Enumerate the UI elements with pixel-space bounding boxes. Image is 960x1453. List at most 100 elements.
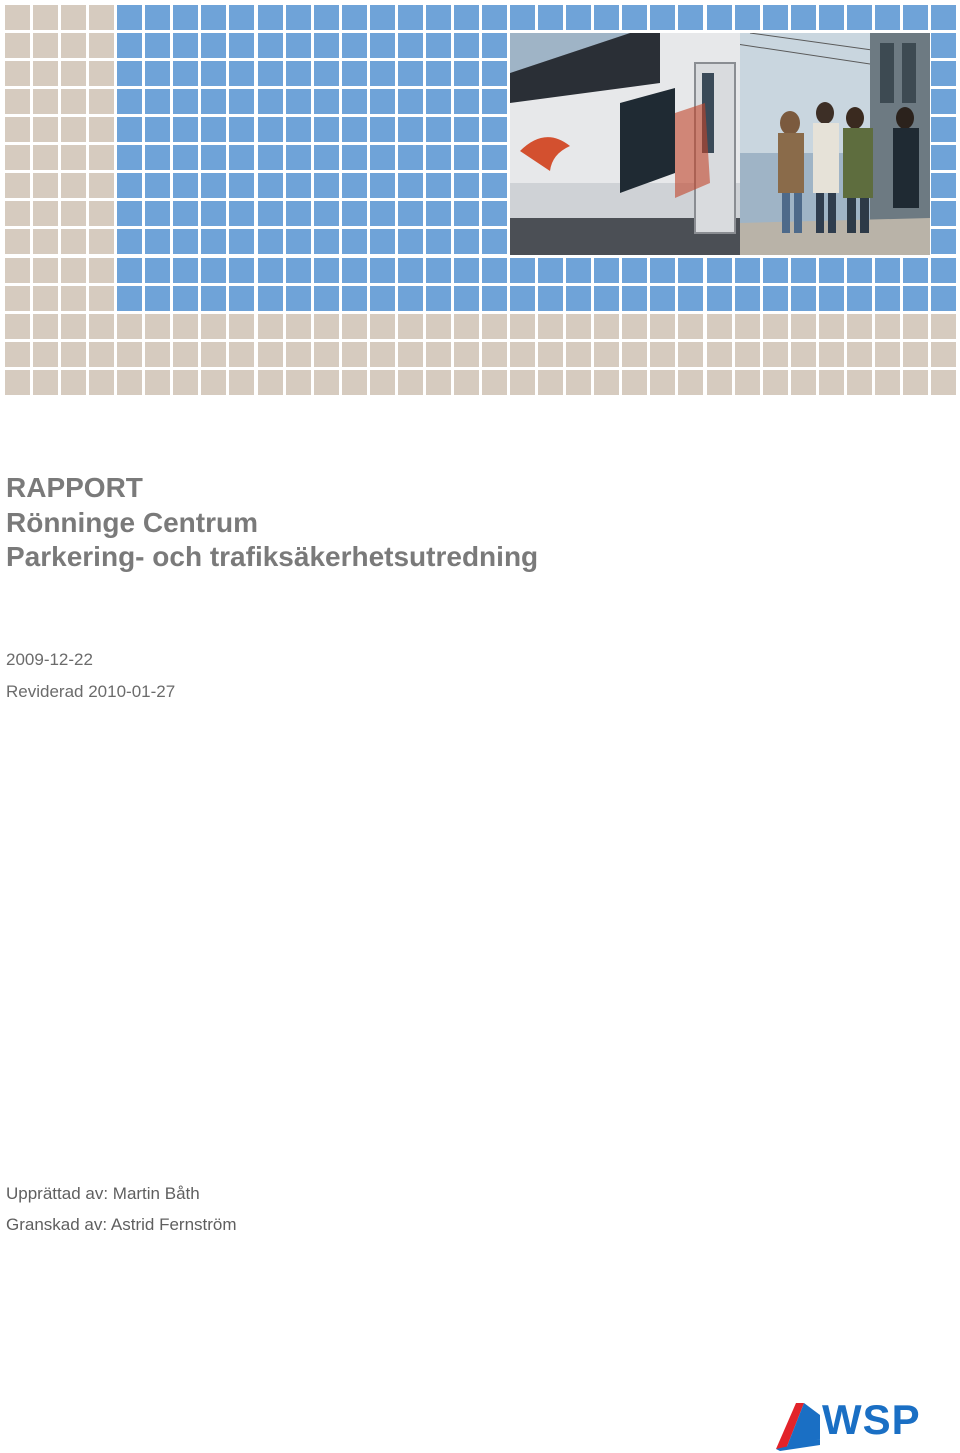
grid-tile xyxy=(847,258,872,283)
grid-tile xyxy=(903,286,928,311)
grid-tile xyxy=(117,314,142,339)
grid-tile xyxy=(426,286,451,311)
grid-tile xyxy=(594,286,619,311)
grid-tile xyxy=(201,89,226,114)
grid-tile xyxy=(566,342,591,367)
grid-tile xyxy=(229,5,254,30)
grid-tile xyxy=(342,173,367,198)
grid-tile xyxy=(314,342,339,367)
grid-tile xyxy=(454,61,479,86)
grid-tile xyxy=(61,342,86,367)
grid-tile xyxy=(370,370,395,395)
grid-tile xyxy=(229,173,254,198)
grid-tile xyxy=(61,258,86,283)
report-date: 2009-12-22 xyxy=(6,650,93,669)
grid-tile xyxy=(258,342,283,367)
grid-tile xyxy=(201,117,226,142)
grid-tile xyxy=(286,145,311,170)
grid-tile xyxy=(454,286,479,311)
grid-tile xyxy=(370,5,395,30)
grid-tile xyxy=(875,258,900,283)
grid-tile xyxy=(173,342,198,367)
grid-tile xyxy=(735,314,760,339)
grid-tile xyxy=(678,258,703,283)
grid-tile xyxy=(61,33,86,58)
grid-tile xyxy=(650,342,675,367)
authors-block: Upprättad av: Martin Båth Granskad av: A… xyxy=(6,1178,237,1240)
grid-tile xyxy=(201,342,226,367)
grid-tile xyxy=(538,314,563,339)
grid-tile xyxy=(342,342,367,367)
grid-tile xyxy=(286,258,311,283)
wsp-logo-mark-icon xyxy=(776,1403,820,1451)
grid-tile xyxy=(594,370,619,395)
grid-tile xyxy=(33,173,58,198)
grid-tile xyxy=(342,5,367,30)
grid-tile xyxy=(117,173,142,198)
grid-tile xyxy=(117,33,142,58)
grid-tile xyxy=(678,370,703,395)
grid-tile xyxy=(5,229,30,254)
grid-tile xyxy=(314,61,339,86)
grid-tile xyxy=(145,258,170,283)
grid-tile xyxy=(145,370,170,395)
grid-tile xyxy=(454,33,479,58)
grid-tile xyxy=(342,117,367,142)
grid-tile xyxy=(33,314,58,339)
grid-tile xyxy=(61,286,86,311)
grid-tile xyxy=(510,370,535,395)
grid-tile xyxy=(173,33,198,58)
grid-tile xyxy=(678,342,703,367)
grid-tile xyxy=(398,33,423,58)
grid-tile xyxy=(201,258,226,283)
grid-tile xyxy=(258,173,283,198)
grid-tile xyxy=(482,89,507,114)
grid-tile xyxy=(314,117,339,142)
grid-tile xyxy=(735,370,760,395)
grid-tile xyxy=(229,145,254,170)
grid-tile xyxy=(286,342,311,367)
dates-block: 2009-12-22 Reviderad 2010-01-27 xyxy=(6,644,175,708)
grid-tile xyxy=(33,117,58,142)
grid-tile xyxy=(370,173,395,198)
grid-tile xyxy=(791,258,816,283)
grid-tile xyxy=(342,370,367,395)
grid-tile xyxy=(145,342,170,367)
grid-tile xyxy=(173,61,198,86)
grid-tile xyxy=(342,229,367,254)
grid-tile xyxy=(5,5,30,30)
grid-tile xyxy=(398,145,423,170)
grid-tile xyxy=(258,258,283,283)
grid-tile xyxy=(707,5,732,30)
prepared-by: Upprättad av: Martin Båth xyxy=(6,1184,200,1203)
grid-tile xyxy=(145,286,170,311)
grid-tile xyxy=(482,370,507,395)
grid-tile xyxy=(622,370,647,395)
grid-tile xyxy=(173,117,198,142)
grid-tile xyxy=(258,286,283,311)
grid-tile xyxy=(173,370,198,395)
grid-tile xyxy=(707,258,732,283)
grid-tile xyxy=(678,286,703,311)
grid-tile xyxy=(342,89,367,114)
grid-tile xyxy=(931,145,956,170)
grid-tile xyxy=(398,258,423,283)
grid-tile xyxy=(707,314,732,339)
grid-tile xyxy=(370,33,395,58)
grid-tile xyxy=(314,201,339,226)
grid-tile xyxy=(5,201,30,226)
grid-tile xyxy=(791,314,816,339)
grid-tile xyxy=(538,286,563,311)
grid-tile xyxy=(89,258,114,283)
grid-tile xyxy=(819,342,844,367)
grid-tile xyxy=(89,173,114,198)
grid-tile xyxy=(61,370,86,395)
grid-tile xyxy=(314,370,339,395)
grid-tile xyxy=(482,258,507,283)
grid-tile xyxy=(33,33,58,58)
grid-tile xyxy=(791,370,816,395)
grid-tile xyxy=(89,89,114,114)
grid-tile xyxy=(229,89,254,114)
grid-tile xyxy=(426,89,451,114)
grid-tile xyxy=(903,314,928,339)
